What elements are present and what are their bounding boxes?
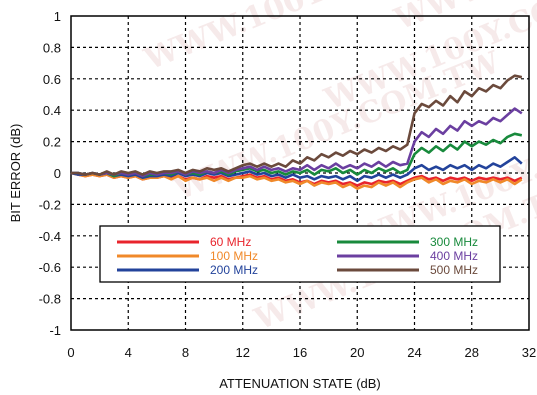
series-layer xyxy=(70,74,523,190)
legend-label-60-mhz: 60 MHz xyxy=(210,235,251,249)
legend-label-100-mhz: 100 MHz xyxy=(210,249,258,263)
y-tick-label: 0.8 xyxy=(43,40,61,55)
y-tick-label: 0 xyxy=(54,166,61,181)
x-tick-label: 20 xyxy=(350,345,364,360)
legend-label-200-mhz: 200 MHz xyxy=(210,263,258,277)
series-line-500-mhz xyxy=(71,74,523,176)
x-tick-label: 12 xyxy=(236,345,250,360)
x-tick-label: 4 xyxy=(125,345,132,360)
x-tick-label: 0 xyxy=(67,345,74,360)
x-tick-label: 32 xyxy=(522,345,536,360)
legend-box xyxy=(99,225,501,283)
series-line-100-mhz xyxy=(70,171,523,190)
series-line-400-mhz xyxy=(71,107,523,178)
x-axis-title: ATTENUATION STATE (dB) xyxy=(219,376,381,391)
x-tick-label: 8 xyxy=(182,345,189,360)
y-tick-label: 0.6 xyxy=(43,72,61,87)
y-tick-label: -0.6 xyxy=(39,260,61,275)
y-tick-label: -0.8 xyxy=(39,292,61,307)
x-tick-label: 24 xyxy=(407,345,421,360)
y-axis-title: BIT ERROR (dB) xyxy=(8,124,23,223)
y-tick-label: 0.2 xyxy=(43,135,61,150)
y-axis-ticks: -1 -0.8 -0.6 -0.4 -0.2 0 0.2 0.4 0.6 0.8 1 xyxy=(39,9,61,338)
x-tick-label: 28 xyxy=(465,345,479,360)
y-tick-label: 0.4 xyxy=(43,103,61,118)
y-tick-label: -0.2 xyxy=(39,197,61,212)
legend-label-500-mhz: 500 MHz xyxy=(430,263,478,277)
y-tick-label: -1 xyxy=(49,323,61,338)
y-tick-label: 1 xyxy=(54,9,61,24)
x-axis-ticks: 0 4 8 12 16 20 24 28 32 xyxy=(67,345,536,360)
x-tick-label: 16 xyxy=(293,345,307,360)
legend-label-300-mhz: 300 MHz xyxy=(430,235,478,249)
legend-label-400-mhz: 400 MHz xyxy=(430,249,478,263)
series-line-200-mhz xyxy=(70,156,523,183)
y-tick-label: -0.4 xyxy=(39,229,61,244)
